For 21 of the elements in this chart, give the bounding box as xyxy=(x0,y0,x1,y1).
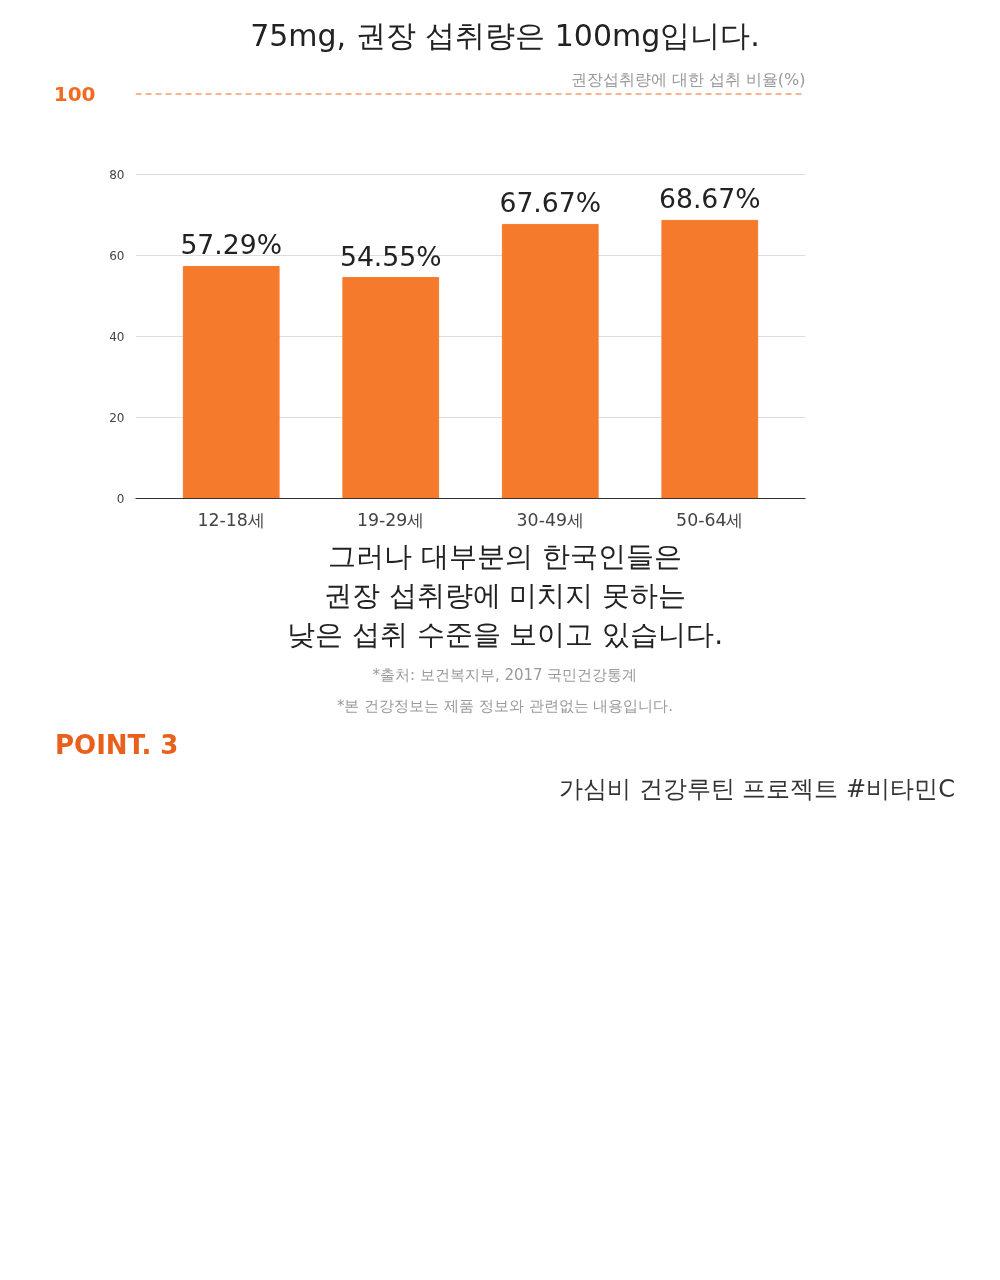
text: 가심비 건강루틴 프로젝트 #비타민C xyxy=(558,773,955,805)
y-tick-label: 20 xyxy=(109,411,125,425)
ref-line-label: 100 xyxy=(53,81,96,106)
text: *본 건강정보는 제품 정보와 관련없는 내용입니다. xyxy=(335,695,675,717)
y-axis-title: 권장섭취량에 대한 섭취 비율(%) xyxy=(570,69,806,89)
x-tick-label: 50-64세 xyxy=(676,509,744,530)
x-tick-label: 19-29세 xyxy=(357,509,425,530)
chart-title: 75mg, 권장 섭취량은 100mg입니다. xyxy=(249,17,761,55)
data-label: 54.55% xyxy=(339,240,442,272)
x-tick-label: 30-49세 xyxy=(516,509,584,530)
data-label: 67.67% xyxy=(499,187,602,219)
y-tick-label: 40 xyxy=(109,330,125,344)
y-tick-label: 60 xyxy=(109,249,125,263)
y-tick-label: 80 xyxy=(109,168,125,182)
data-label: 57.29% xyxy=(180,229,283,261)
text: POINT. 3 xyxy=(55,728,180,762)
y-tick-label: 0 xyxy=(116,492,125,506)
text: *출처: 보건복지부, 2017 국민건강통계 xyxy=(371,664,639,686)
data-label: 68.67% xyxy=(658,183,761,215)
text: 그러나 대부분의 한국인들은 권장 섭취량에 미치지 못하는 낮은 섭취 수준을 보이고 있습니다. xyxy=(285,539,725,654)
x-tick-label: 12-18세 xyxy=(197,509,265,530)
